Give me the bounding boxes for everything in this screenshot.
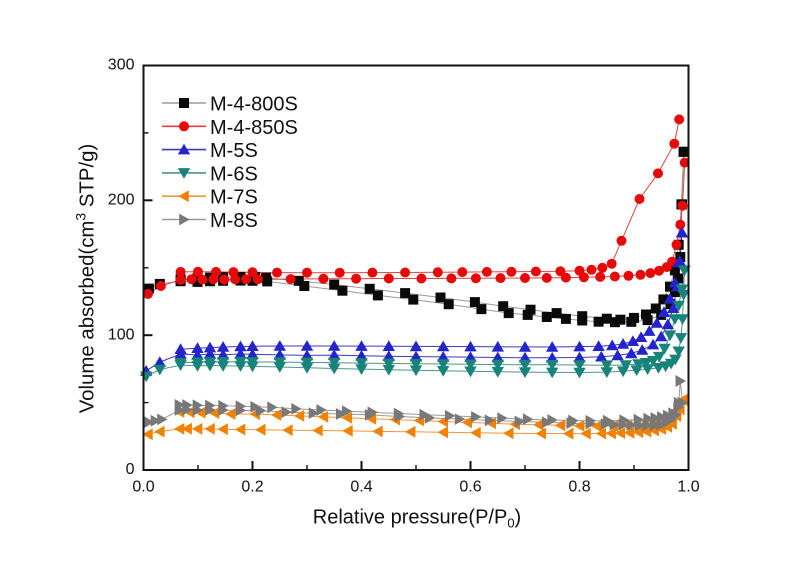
svg-text:1.0: 1.0 [677, 479, 699, 496]
svg-text:200: 200 [108, 192, 135, 209]
svg-text:Relative pressure(P/P0): Relative pressure(P/P0) [313, 507, 521, 531]
svg-text:0.2: 0.2 [241, 479, 263, 496]
svg-text:Volume absorbed(cm3 STP/g): Volume absorbed(cm3 STP/g) [72, 144, 98, 414]
svg-text:300: 300 [108, 57, 135, 74]
svg-text:0.4: 0.4 [350, 479, 372, 496]
svg-text:0: 0 [126, 461, 135, 478]
svg-text:M-6S: M-6S [210, 163, 258, 185]
svg-text:M-4-850S: M-4-850S [210, 117, 298, 139]
svg-text:M-5S: M-5S [210, 140, 258, 162]
svg-text:0.8: 0.8 [568, 479, 590, 496]
svg-text:M-4-800S: M-4-800S [210, 94, 298, 116]
svg-text:M-7S: M-7S [210, 187, 258, 209]
svg-text:0.0: 0.0 [132, 479, 154, 496]
svg-text:100: 100 [108, 326, 135, 343]
svg-text:M-8S: M-8S [210, 210, 258, 232]
svg-text:0.6: 0.6 [459, 479, 481, 496]
